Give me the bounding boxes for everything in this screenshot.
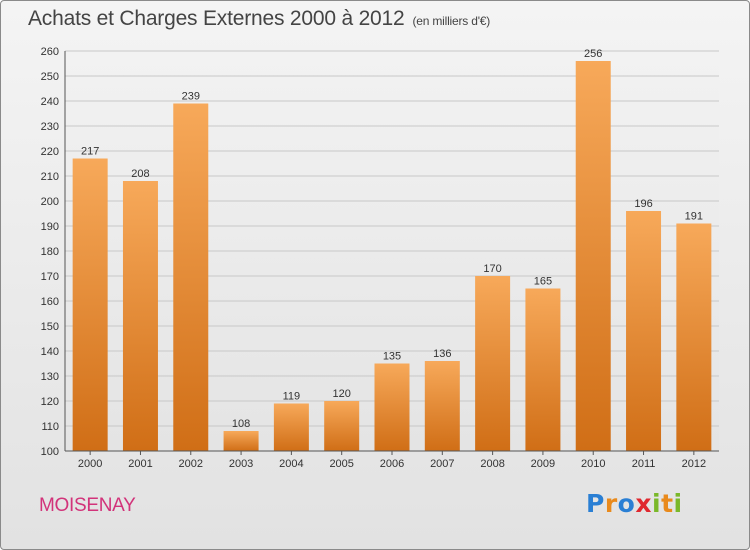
y-tick-label: 140 [41, 346, 59, 358]
x-tick-label: 2001 [128, 458, 152, 470]
bar[interactable] [122, 181, 158, 451]
logo-letter: t [661, 489, 674, 518]
bar[interactable] [72, 158, 108, 452]
x-tick-label: 2010 [581, 458, 605, 470]
x-tick-label: 2005 [329, 458, 353, 470]
bar[interactable] [223, 431, 259, 451]
bar[interactable] [626, 211, 662, 451]
y-tick-label: 240 [41, 96, 59, 108]
y-tick-label: 230 [41, 121, 59, 133]
bar-value-label: 136 [433, 348, 451, 360]
bar[interactable] [575, 61, 611, 451]
x-tick-label: 2009 [531, 458, 555, 470]
chart-title-text: Achats et Charges Externes 2000 à 2012 [28, 7, 405, 30]
bar[interactable] [273, 403, 309, 452]
y-tick-label: 260 [41, 46, 59, 58]
bar-value-label: 120 [333, 388, 351, 400]
x-tick-label: 2000 [78, 458, 102, 470]
bars-layer: 217 208 239 108 119 120 135 136 170 165 256 196 191 [72, 48, 712, 452]
y-tick-label: 220 [41, 146, 59, 158]
chart-subtitle: (en milliers d'€) [412, 14, 491, 28]
bar-value-label: 135 [383, 351, 401, 363]
x-tick-label: 2012 [682, 458, 706, 470]
x-axis: 2000 2001 2002 2003 2004 2005 2006 2007 2008 2009… [65, 450, 719, 470]
y-tick-label: 190 [41, 221, 59, 233]
x-tick-label: 2011 [632, 458, 656, 470]
bar[interactable] [173, 103, 209, 452]
y-tick-label: 110 [41, 421, 59, 433]
bar-value-label: 119 [283, 391, 301, 403]
bar[interactable] [424, 361, 460, 451]
bar[interactable] [676, 223, 712, 452]
x-tick-label: 2002 [179, 458, 203, 470]
y-tick-label: 130 [41, 371, 59, 383]
y-tick-label: 160 [41, 296, 59, 308]
logo-letter: i [652, 489, 662, 518]
y-tick-label: 210 [41, 171, 59, 183]
logo-letter: P [586, 489, 605, 518]
bar-value-label: 170 [483, 263, 501, 275]
bar[interactable] [374, 363, 410, 452]
logo-letter: o [617, 489, 636, 518]
logo-letter: r [604, 489, 618, 518]
y-tick-label: 180 [41, 246, 59, 258]
y-tick-label: 170 [41, 271, 59, 283]
bar[interactable] [324, 401, 360, 451]
chart-title: Achats et Charges Externes 2000 à 2012 (e… [28, 7, 490, 31]
y-axis: 100 110 120 130 140 150 160 170 180 190 200 210 220 2… [41, 46, 66, 458]
bar-value-label: 239 [182, 91, 200, 103]
bar-value-label: 217 [81, 146, 99, 158]
logo-letter: i [673, 489, 683, 518]
bar-value-label: 208 [131, 168, 149, 180]
bar-value-label: 165 [534, 276, 552, 288]
bar[interactable] [475, 276, 511, 451]
x-tick-label: 2003 [229, 458, 253, 470]
x-tick-label: 2004 [279, 458, 303, 470]
place-name: MOISENAY [39, 495, 136, 516]
y-tick-label: 200 [41, 196, 59, 208]
x-tick-label: 2007 [430, 458, 454, 470]
logo-letter: x [635, 489, 652, 518]
y-tick-label: 150 [41, 321, 59, 333]
x-tick-label: 2008 [480, 458, 504, 470]
x-tick-label: 2006 [380, 458, 404, 470]
bar-value-label: 256 [584, 48, 602, 60]
proxiti-logo[interactable]: Proxiti [586, 489, 683, 518]
y-tick-label: 120 [41, 396, 59, 408]
bar[interactable] [525, 288, 561, 452]
bar-value-label: 191 [685, 211, 703, 223]
bar-value-label: 196 [634, 198, 652, 210]
bar-value-label: 108 [232, 418, 250, 430]
y-tick-label: 250 [41, 71, 59, 83]
y-tick-label: 100 [41, 446, 59, 458]
